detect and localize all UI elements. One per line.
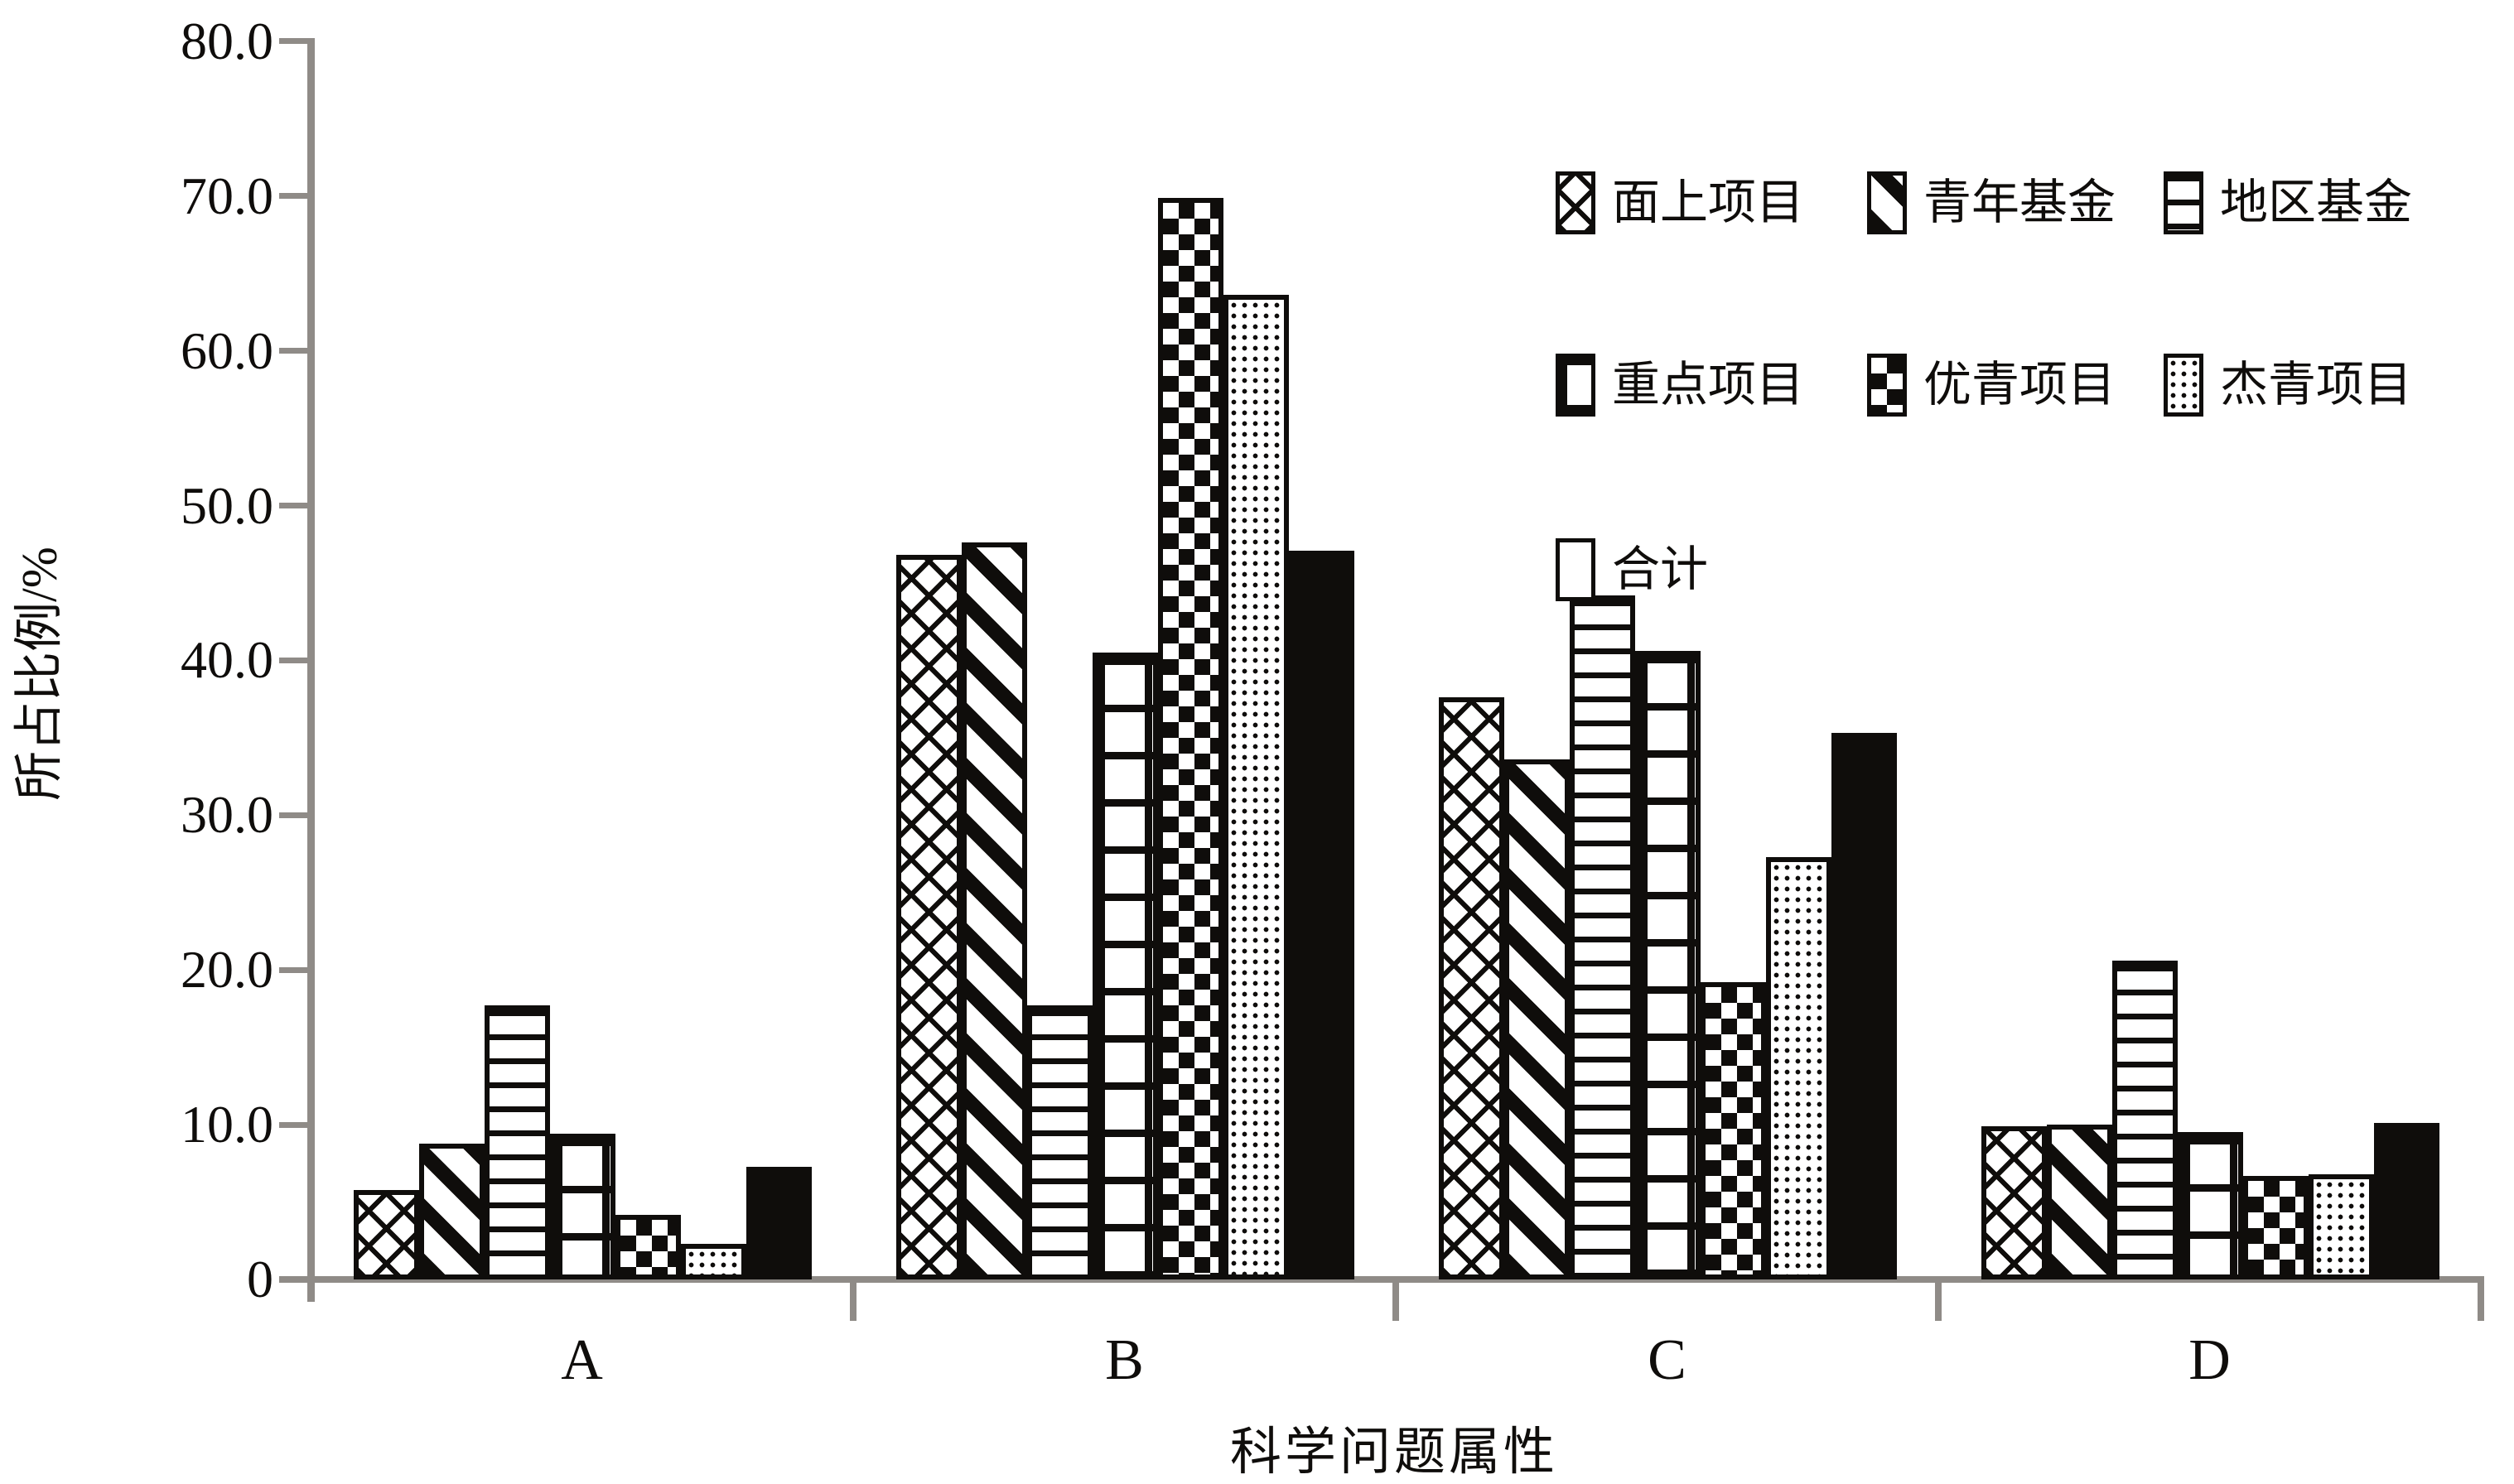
y-axis-title: 所占比例/% xyxy=(12,547,67,801)
bar-C-crosshatch xyxy=(1438,697,1504,1279)
legend-label: 重点项目 xyxy=(1612,358,1805,412)
legend-item-diagonal-stripes: 青年基金 xyxy=(1867,171,2116,234)
bar-D-grid xyxy=(2177,1132,2243,1279)
legend-swatch-dots-icon xyxy=(2164,354,2203,417)
legend-swatch-crosshatch-icon xyxy=(1556,171,1595,234)
y-tick-mark xyxy=(279,503,313,508)
y-tick-label: 70.0 xyxy=(181,166,273,225)
legend-swatch-solid-icon xyxy=(1556,538,1595,601)
y-tick-label: 40.0 xyxy=(181,630,273,690)
bar-B-checkerboard xyxy=(1157,197,1223,1279)
y-tick-label: 30.0 xyxy=(181,785,273,845)
legend-swatch-grid-icon xyxy=(1556,354,1595,417)
y-tick-label: 80.0 xyxy=(181,11,273,70)
legend-item-solid: 合计 xyxy=(1556,538,1708,601)
bar-A-grid xyxy=(549,1134,615,1279)
y-tick-label: 60.0 xyxy=(181,320,273,380)
bar-B-horizontal-stripes xyxy=(1026,1005,1093,1279)
legend-label: 杰青项目 xyxy=(2220,358,2413,412)
category-label-B: B xyxy=(1105,1328,1144,1392)
y-tick-mark xyxy=(279,1121,313,1128)
bar-B-crosshatch xyxy=(895,555,962,1279)
legend-label: 地区基金 xyxy=(2220,176,2413,229)
legend-item-crosshatch: 面上项目 xyxy=(1556,171,1804,234)
y-tick-mark xyxy=(279,812,313,818)
x-tick-mark xyxy=(1392,1283,1399,1321)
y-tick-mark xyxy=(279,38,313,45)
bar-D-horizontal-stripes xyxy=(2111,960,2178,1279)
y-tick-mark xyxy=(279,1276,313,1283)
y-tick-label: 50.0 xyxy=(181,475,273,535)
bar-C-dots xyxy=(1765,856,1831,1279)
bar-B-diagonal-stripes xyxy=(961,542,1027,1279)
legend-item-grid: 重点项目 xyxy=(1556,354,1804,417)
legend-item-horizontal-stripes: 地区基金 xyxy=(2164,171,2412,234)
bar-B-grid xyxy=(1092,653,1158,1279)
x-axis-line xyxy=(279,1276,2484,1283)
x-axis-title: 科学问题属性 xyxy=(1229,1424,1558,1481)
x-tick-mark xyxy=(2478,1283,2484,1321)
bar-C-checkerboard xyxy=(1700,982,1766,1279)
bar-D-crosshatch xyxy=(1981,1125,2047,1279)
y-tick-mark xyxy=(279,193,313,200)
y-tick-label: 10.0 xyxy=(181,1095,273,1154)
bar-D-dots xyxy=(2308,1173,2374,1279)
bar-A-diagonal-stripes xyxy=(418,1143,485,1279)
bar-A-checkerboard xyxy=(615,1214,681,1279)
legend-label: 优青项目 xyxy=(1923,358,2116,412)
bar-C-diagonal-stripes xyxy=(1503,759,1570,1279)
y-tick-mark xyxy=(279,657,313,663)
legend-item-checkerboard: 优青项目 xyxy=(1867,354,2116,417)
legend-label: 合计 xyxy=(1612,542,1709,596)
bar-D-diagonal-stripes xyxy=(2046,1125,2112,1279)
category-label-C: C xyxy=(1648,1328,1686,1392)
y-tick-mark xyxy=(279,966,313,973)
bar-D-solid xyxy=(2373,1123,2439,1279)
bar-A-crosshatch xyxy=(353,1189,419,1279)
y-tick-mark xyxy=(279,348,313,354)
bar-C-grid xyxy=(1634,651,1701,1279)
bar-A-horizontal-stripes xyxy=(484,1005,550,1279)
bar-B-dots xyxy=(1223,295,1289,1279)
legend-item-dots: 杰青项目 xyxy=(2164,354,2412,417)
bar-A-solid xyxy=(746,1166,812,1279)
category-label-D: D xyxy=(2188,1328,2231,1392)
legend-label: 面上项目 xyxy=(1612,176,1805,229)
category-label-A: A xyxy=(561,1328,603,1392)
x-tick-mark xyxy=(850,1283,856,1321)
legend-swatch-checkerboard-icon xyxy=(1867,354,1907,417)
bar-A-dots xyxy=(680,1244,746,1279)
bar-D-checkerboard xyxy=(2242,1175,2309,1279)
y-axis-line xyxy=(307,38,315,1302)
bar-C-solid xyxy=(1831,733,1897,1279)
x-tick-mark xyxy=(1935,1283,1942,1321)
y-tick-label: 0 xyxy=(247,1250,273,1308)
legend-swatch-diagonal-stripes-icon xyxy=(1867,171,1907,234)
bar-B-solid xyxy=(1288,550,1354,1279)
bar-C-horizontal-stripes xyxy=(1569,595,1635,1279)
legend-label: 青年基金 xyxy=(1923,176,2116,229)
legend-swatch-horizontal-stripes-icon xyxy=(2164,171,2203,234)
y-tick-label: 20.0 xyxy=(181,940,273,1000)
